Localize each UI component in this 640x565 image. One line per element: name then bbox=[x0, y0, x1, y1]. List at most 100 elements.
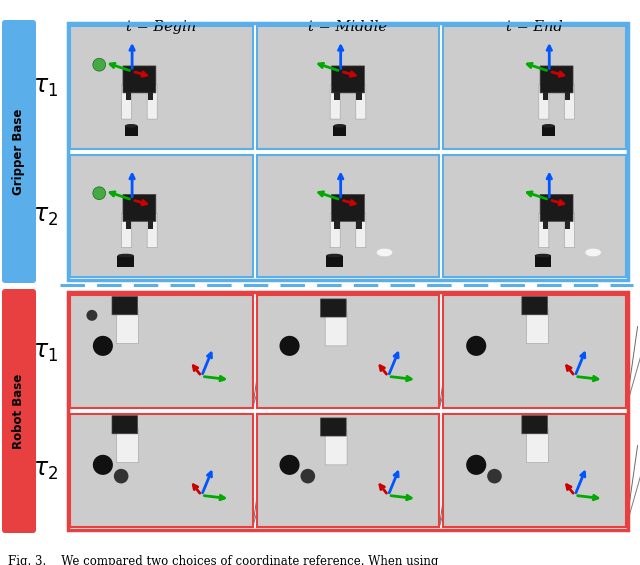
Polygon shape bbox=[79, 459, 92, 527]
Bar bbox=[70, 295, 253, 408]
Polygon shape bbox=[257, 214, 439, 277]
FancyBboxPatch shape bbox=[112, 297, 138, 315]
Polygon shape bbox=[266, 459, 278, 527]
Bar bbox=[326, 256, 342, 267]
FancyBboxPatch shape bbox=[540, 194, 573, 221]
FancyBboxPatch shape bbox=[122, 214, 132, 247]
Bar bbox=[334, 92, 340, 100]
Text: t = Begin: t = Begin bbox=[126, 20, 196, 34]
Polygon shape bbox=[444, 85, 626, 149]
FancyBboxPatch shape bbox=[332, 194, 364, 221]
Bar bbox=[543, 92, 548, 100]
Circle shape bbox=[114, 469, 129, 484]
Text: t = End: t = End bbox=[506, 20, 563, 34]
Bar bbox=[257, 414, 439, 527]
Circle shape bbox=[301, 469, 315, 484]
FancyBboxPatch shape bbox=[2, 20, 36, 283]
Polygon shape bbox=[79, 446, 253, 527]
FancyBboxPatch shape bbox=[147, 214, 157, 247]
Bar bbox=[70, 295, 253, 408]
Bar bbox=[70, 414, 253, 527]
FancyBboxPatch shape bbox=[116, 310, 138, 344]
Circle shape bbox=[93, 187, 106, 199]
Bar bbox=[68, 23, 628, 280]
Bar bbox=[70, 295, 161, 357]
Polygon shape bbox=[266, 446, 439, 527]
FancyBboxPatch shape bbox=[330, 214, 340, 247]
Text: $\tau_1$: $\tau_1$ bbox=[33, 75, 58, 99]
Polygon shape bbox=[266, 340, 278, 408]
FancyBboxPatch shape bbox=[321, 299, 346, 317]
Bar bbox=[125, 220, 131, 229]
Circle shape bbox=[93, 455, 113, 475]
Polygon shape bbox=[444, 214, 626, 277]
Polygon shape bbox=[79, 327, 253, 408]
FancyBboxPatch shape bbox=[522, 297, 547, 315]
FancyBboxPatch shape bbox=[112, 416, 138, 434]
Bar bbox=[444, 26, 626, 149]
Text: Gripper Base: Gripper Base bbox=[13, 108, 26, 195]
Polygon shape bbox=[452, 459, 465, 527]
Bar bbox=[257, 154, 439, 277]
Bar bbox=[565, 220, 570, 229]
Polygon shape bbox=[266, 327, 439, 408]
Bar bbox=[125, 92, 131, 100]
Bar bbox=[68, 292, 628, 530]
Polygon shape bbox=[70, 85, 253, 149]
Circle shape bbox=[487, 469, 502, 484]
Bar bbox=[70, 154, 253, 225]
Circle shape bbox=[466, 455, 486, 475]
Ellipse shape bbox=[542, 124, 555, 128]
FancyBboxPatch shape bbox=[356, 214, 366, 247]
Polygon shape bbox=[452, 340, 465, 408]
Circle shape bbox=[93, 336, 113, 356]
Bar bbox=[70, 414, 161, 476]
Bar bbox=[257, 26, 439, 97]
Polygon shape bbox=[257, 85, 439, 149]
Bar bbox=[542, 127, 555, 136]
Ellipse shape bbox=[326, 254, 342, 258]
Polygon shape bbox=[70, 214, 253, 277]
Bar bbox=[356, 92, 362, 100]
Bar bbox=[444, 154, 626, 277]
Bar bbox=[70, 26, 253, 149]
Bar bbox=[334, 220, 340, 229]
FancyBboxPatch shape bbox=[332, 66, 364, 93]
Ellipse shape bbox=[376, 248, 393, 257]
Bar bbox=[444, 414, 534, 476]
Bar bbox=[444, 26, 626, 97]
FancyBboxPatch shape bbox=[527, 310, 548, 344]
Bar bbox=[333, 127, 346, 136]
Bar bbox=[534, 256, 551, 267]
Bar bbox=[444, 414, 626, 527]
FancyBboxPatch shape bbox=[356, 85, 366, 119]
Ellipse shape bbox=[534, 254, 551, 258]
Bar bbox=[257, 26, 439, 149]
Circle shape bbox=[86, 310, 97, 321]
Bar bbox=[257, 414, 348, 476]
Bar bbox=[444, 295, 534, 357]
FancyBboxPatch shape bbox=[540, 66, 573, 93]
Bar bbox=[257, 154, 439, 225]
Polygon shape bbox=[79, 340, 92, 408]
FancyBboxPatch shape bbox=[123, 66, 156, 93]
FancyBboxPatch shape bbox=[539, 214, 549, 247]
Bar bbox=[70, 154, 253, 277]
FancyBboxPatch shape bbox=[123, 194, 156, 221]
Bar bbox=[70, 26, 253, 97]
Bar bbox=[118, 256, 134, 267]
Bar bbox=[148, 220, 153, 229]
Polygon shape bbox=[452, 327, 626, 408]
Bar bbox=[444, 154, 626, 225]
Text: $\tau_1$: $\tau_1$ bbox=[33, 340, 58, 363]
Bar bbox=[543, 220, 548, 229]
Bar bbox=[444, 295, 626, 408]
Bar bbox=[444, 26, 626, 149]
Bar bbox=[257, 295, 439, 408]
Bar bbox=[444, 154, 626, 277]
Text: $\tau_2$: $\tau_2$ bbox=[33, 459, 58, 483]
Ellipse shape bbox=[125, 124, 138, 128]
Bar bbox=[70, 414, 253, 527]
FancyBboxPatch shape bbox=[147, 85, 157, 119]
Bar bbox=[125, 127, 138, 136]
